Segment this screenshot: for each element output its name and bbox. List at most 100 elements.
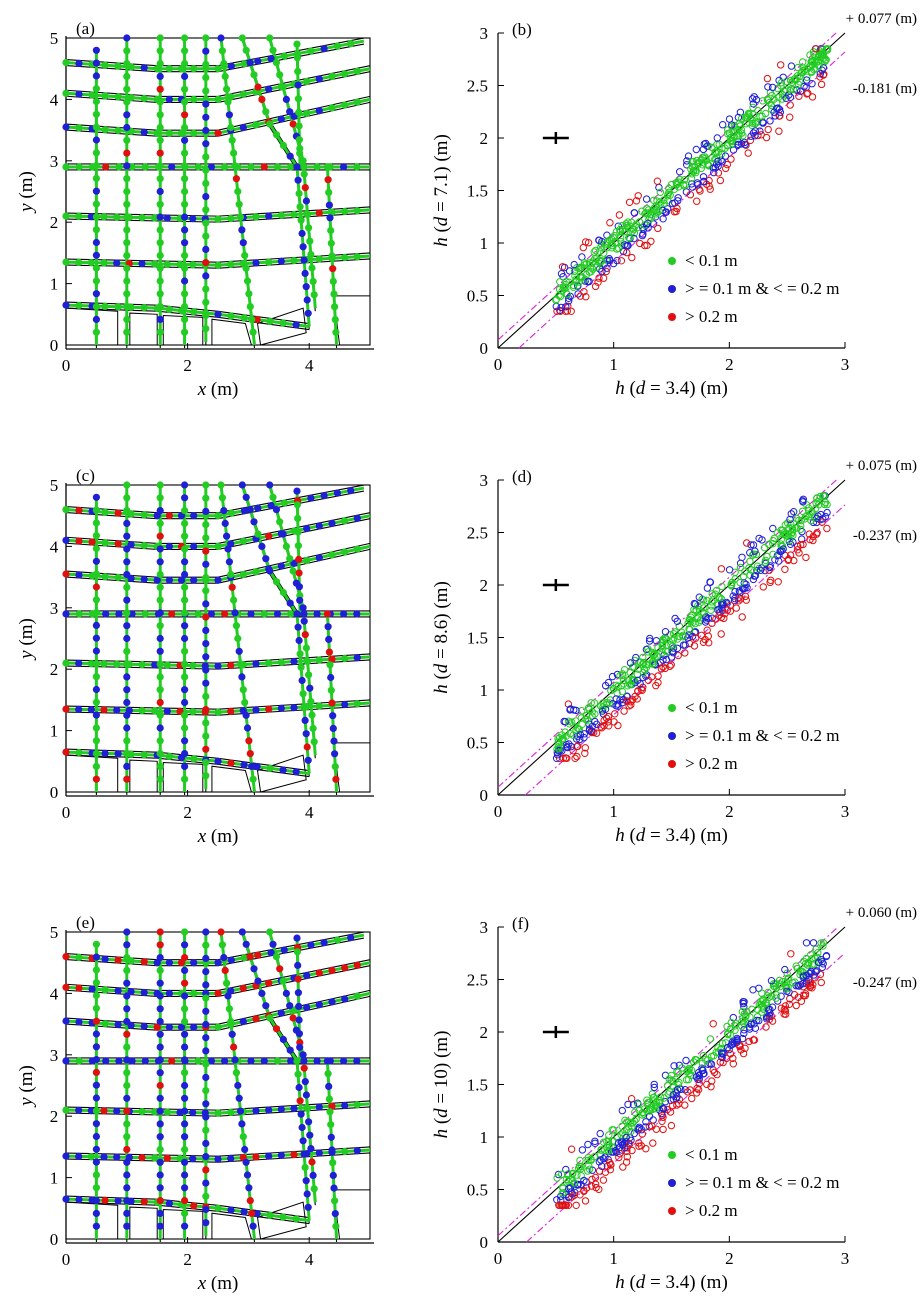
station-dot [181, 162, 189, 170]
scatter-point [822, 952, 831, 960]
station-dot [227, 260, 235, 268]
scatter-point [755, 534, 763, 543]
station-dot [75, 984, 83, 992]
station-dot [241, 698, 249, 707]
station-dot [156, 570, 164, 579]
scatter-point [719, 121, 727, 129]
station-dot [328, 104, 336, 112]
station-dot [163, 661, 171, 669]
station-dot [217, 481, 225, 489]
station-dot [92, 1081, 100, 1089]
station-dot [123, 481, 131, 489]
station-dot [202, 494, 210, 502]
scatter-point [559, 1201, 568, 1210]
station-dot [214, 708, 222, 716]
scatter-point [606, 219, 614, 227]
station-dot [181, 175, 189, 183]
scatter-point [596, 1129, 604, 1138]
scatter-point [756, 566, 765, 574]
legend-marker [668, 313, 676, 321]
station-dot [306, 237, 314, 245]
station-dot [92, 1017, 100, 1025]
scatter-point [790, 508, 798, 516]
station-dot [92, 97, 100, 106]
scatter-point [610, 718, 618, 726]
station-dot [181, 277, 189, 285]
station-dot [202, 954, 210, 963]
scatter-point [777, 82, 785, 90]
station-dot [293, 54, 301, 62]
station-dot [202, 245, 210, 253]
station-dot [202, 1192, 210, 1200]
station-dot [253, 316, 261, 324]
station-dot [272, 1025, 281, 1033]
station-dot [329, 1159, 337, 1167]
x-tick-label: 2 [183, 1250, 192, 1269]
scatter-point [655, 207, 663, 215]
station-dot [92, 532, 100, 540]
station-dot [276, 965, 284, 973]
station-dot [75, 1018, 83, 1026]
station-dot [75, 301, 83, 310]
station-dot [252, 121, 260, 129]
station-dot [181, 737, 189, 745]
station-dot [294, 989, 302, 997]
scatter-point [786, 515, 794, 524]
station-dot [202, 1060, 210, 1068]
scatter-point [817, 80, 826, 89]
station-dot [289, 567, 297, 575]
scatter-point [736, 589, 744, 597]
scatter-point [693, 197, 701, 205]
station-dot [156, 1107, 164, 1115]
station-dot [296, 650, 304, 658]
station-dot [272, 131, 281, 139]
scatter-point [802, 553, 810, 562]
scatter-point [649, 651, 657, 660]
station-dot [202, 1073, 210, 1081]
scatter-point [755, 564, 763, 573]
station-dot [242, 940, 250, 948]
station-dot [123, 979, 131, 987]
station-dot [287, 163, 295, 171]
station-dot [202, 732, 210, 740]
station-dot [228, 583, 236, 591]
station-dot [353, 67, 361, 75]
station-dot [279, 83, 287, 91]
station-dot [75, 659, 83, 667]
station-dot [307, 941, 315, 949]
station-dot [202, 928, 210, 936]
station-dot [181, 290, 189, 298]
scatter-point [679, 641, 688, 649]
station-dot [156, 647, 164, 655]
station-dot [156, 609, 164, 617]
scatter-point [669, 1101, 677, 1110]
station-dot [92, 59, 100, 67]
scatter-point [788, 78, 796, 87]
road-edge [65, 490, 365, 520]
station-dot [141, 1057, 149, 1065]
station-dot [156, 558, 164, 566]
station-dot [294, 542, 302, 550]
road-outlines [65, 481, 371, 796]
station-dot [181, 545, 189, 553]
station-dot [181, 1043, 189, 1051]
scatter-point [656, 1096, 664, 1105]
scatter-point [738, 1008, 747, 1016]
scatter-point [562, 277, 570, 286]
scatter-point [798, 527, 806, 536]
scatter-point [605, 722, 613, 730]
scatter-point [816, 73, 824, 81]
station-dot [181, 136, 189, 144]
station-dot [214, 129, 222, 137]
scatter-point [605, 1131, 613, 1139]
scatter-point [592, 263, 601, 271]
station-dot [218, 494, 226, 502]
block-outline [256, 307, 307, 346]
station-dot [156, 85, 164, 93]
station-dot [239, 1133, 247, 1141]
scatter-point [737, 115, 746, 123]
station-dot [329, 277, 337, 285]
station-dot [353, 163, 361, 171]
station-dot [327, 686, 335, 694]
block-outline [332, 295, 371, 346]
